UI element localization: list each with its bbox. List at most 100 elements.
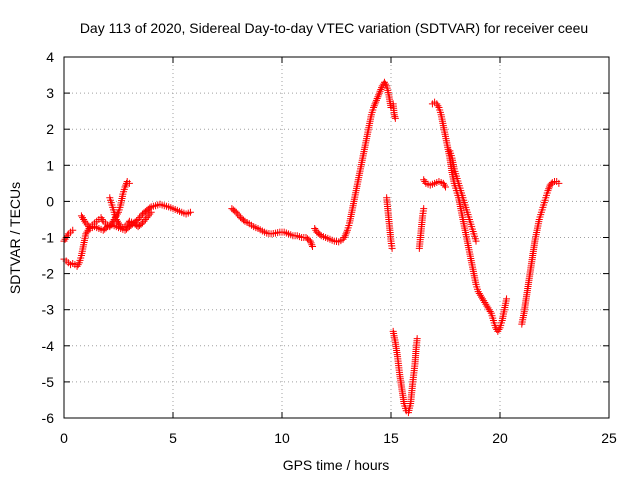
data-point [420,205,428,213]
data-point [371,100,379,108]
data-point [485,306,493,314]
y-tick-label: 3 [46,85,54,101]
y-tick-label: -4 [42,338,55,354]
data-point [475,289,483,297]
data-point [80,215,88,223]
data-point [69,226,77,234]
data-point [83,228,91,236]
data-point [477,293,485,301]
data-point [311,224,319,232]
data-point [138,219,146,227]
data-point [77,212,85,220]
data-point [121,183,129,191]
data-point [82,219,90,227]
data-point [370,102,378,110]
data-point [125,179,133,187]
data-point [480,297,488,305]
y-tick-label: 2 [46,121,54,137]
data-point [61,235,69,243]
data-point [122,181,130,189]
data-point [143,214,151,222]
data-point [374,93,382,101]
data-point [137,212,145,220]
data-point [112,215,120,223]
data-point [375,89,383,97]
data-point [390,111,398,119]
data-point [73,262,81,270]
data-point [239,216,247,224]
data-point [341,232,349,240]
data-point [433,100,441,108]
data-point [545,185,553,193]
data-point [234,210,242,218]
data-point [376,87,384,95]
data-point [306,237,314,245]
data-point [123,221,131,229]
y-tick-label: 0 [46,193,54,209]
data-point [375,91,383,99]
data-point [81,217,89,225]
data-point [309,243,317,251]
y-axis-ticks: -6 -5 -4 -3 -2 -1 0 1 2 3 4 [42,49,609,426]
data-point [440,181,448,189]
x-axis-label: GPS time / hours [283,457,390,473]
data-point [545,183,553,191]
data-point [146,204,154,212]
data-point [380,78,388,86]
data-point [83,221,91,229]
data-point [442,183,449,191]
data-point [235,212,243,220]
x-tick-label: 10 [274,430,290,446]
data-point [339,235,347,243]
data-point [479,295,487,303]
data-point [484,304,492,312]
data-point [503,295,511,303]
data-point [481,298,489,306]
data-point [434,102,442,110]
data-point [144,212,152,220]
data-point [495,326,503,334]
data-point [134,215,142,223]
data-point [308,241,316,249]
data-point [391,113,399,121]
data-point [307,239,315,247]
y-tick-label: -5 [42,374,55,390]
x-tick-label: 0 [60,430,68,446]
data-point [372,98,380,106]
data-point [555,179,563,187]
x-tick-label: 25 [601,430,617,446]
data-point [137,220,145,228]
data-point [388,244,396,252]
data-point [439,179,447,187]
y-tick-label: 4 [46,49,54,65]
data-point [370,104,378,112]
y-tick-label: -2 [42,266,55,282]
data-point [544,187,552,195]
data-point [373,95,381,103]
data-point [141,215,149,223]
data-point [232,208,240,216]
data-point [316,230,324,238]
data-point [472,237,480,245]
chart-title: Day 113 of 2020, Sidereal Day-to-day VTE… [80,20,588,36]
data-point [63,232,71,240]
data-point [486,308,494,316]
data-point [342,230,350,238]
data-point [79,214,87,222]
data-point [413,335,421,343]
data-point [140,217,148,225]
y-tick-label: -1 [42,230,55,246]
data-point [102,224,110,232]
data-point [483,302,491,310]
data-point [482,300,490,308]
data-point [372,96,380,104]
data-point [391,114,399,122]
data-point [115,219,122,227]
y-tick-label: 1 [46,157,54,173]
data-point [231,207,239,215]
x-tick-label: 20 [492,430,508,446]
data-point [343,228,351,236]
data-point [136,214,144,222]
data-point [382,80,390,88]
